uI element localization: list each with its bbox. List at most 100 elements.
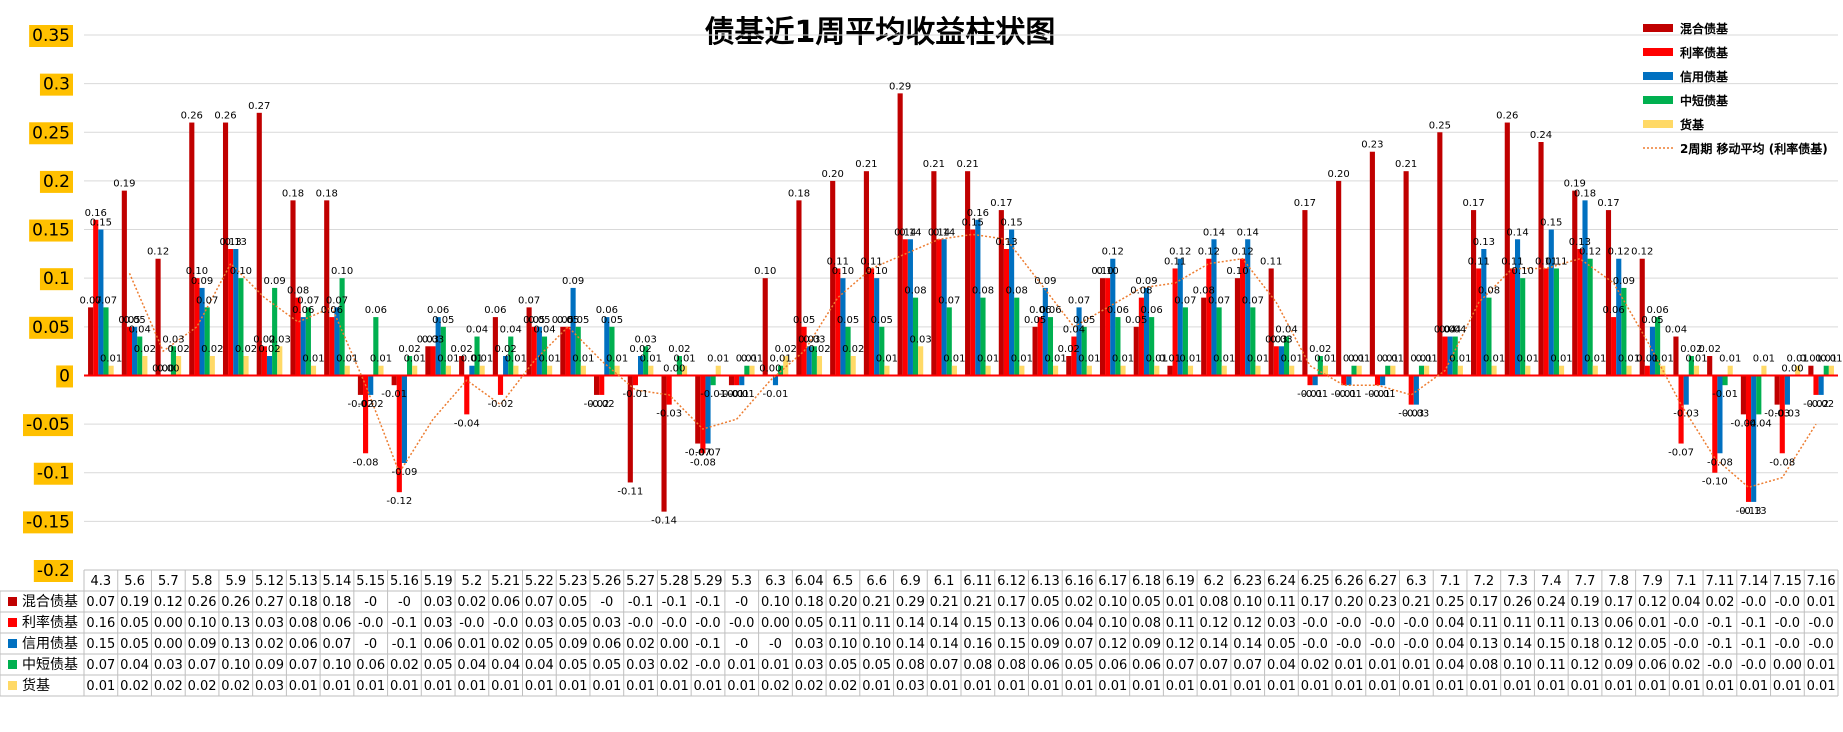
data-label: -0.01 (763, 389, 789, 400)
data-label: -0.08 (690, 457, 716, 468)
bar-货基-6.2 (1221, 365, 1227, 376)
data-label: 0.01 (1652, 354, 1674, 365)
data-label: 0.10 (1097, 266, 1119, 277)
data-label: 0.01 (1343, 354, 1365, 365)
bar-信用债基-6.2 (1211, 239, 1217, 376)
data-label: 0.00 (152, 363, 174, 374)
table-cell: 0.00 (154, 616, 183, 631)
bar-利率债基-6.24 (1273, 346, 1279, 376)
data-label: 0.11 (1501, 256, 1523, 267)
data-label: 0.01 (1146, 354, 1168, 365)
x-tick-label: 6.9 (900, 574, 921, 589)
data-label: 0.10 (230, 266, 252, 277)
table-cell: 0.01 (1031, 679, 1060, 694)
data-label: -0.11 (617, 486, 643, 497)
bar-货基-7.8 (1626, 365, 1632, 376)
data-label: -0.04 (1730, 418, 1756, 429)
bar-利率债基-6.17 (1105, 278, 1111, 376)
table-cell: 0.00 (761, 616, 790, 631)
table-cell: 0.03 (424, 616, 453, 631)
bar-信用债基-5.16 (401, 375, 408, 463)
table-cell: -0.0 (1674, 616, 1699, 631)
y-tick-label-highlight (29, 25, 73, 47)
bar-中短债基-5.9 (238, 278, 244, 376)
table-cell: 0.10 (761, 595, 790, 610)
bar-利率债基-7.16 (1813, 375, 1819, 395)
bar-中短债基-6.17 (1115, 317, 1121, 376)
table-cell: 0.01 (424, 679, 453, 694)
bar-中短债基-5.3 (744, 365, 750, 376)
data-label: 0.07 (196, 295, 218, 306)
data-label: -0.01 (1370, 389, 1396, 400)
data-label: 0.11 (827, 256, 849, 267)
x-tick-label: 5.16 (390, 574, 419, 589)
bar-信用债基-7.1 (1683, 375, 1689, 405)
bar-混合债基-6.9 (897, 93, 903, 376)
bar-利率债基-6.27 (1374, 375, 1381, 386)
bar-信用债基-6.16 (1076, 307, 1082, 376)
bar-中短债基-5.22 (541, 336, 548, 376)
table-cell: 0.02 (761, 679, 790, 694)
table-cell: 0.02 (491, 637, 520, 652)
bar-利率债基-5.3 (734, 375, 740, 386)
legend-label: 信用债基 (1680, 69, 1729, 84)
table-cell: 0.04 (491, 658, 520, 673)
bar-混合债基-5.13 (290, 200, 296, 376)
table-cell: 0.09 (1132, 637, 1161, 652)
data-label: 0.06 (484, 305, 506, 316)
table-cell: 0.02 (1672, 658, 1701, 673)
bar-信用债基-7.16 (1818, 375, 1824, 395)
table-cell: 0.02 (660, 658, 689, 673)
table-cell: 0.02 (1065, 595, 1094, 610)
table-series-name: 利率债基 (22, 614, 78, 631)
data-label: 0.02 (167, 344, 189, 355)
table-cell: -0.0 (1808, 616, 1833, 631)
table-cell: 0.01 (559, 679, 588, 694)
bar-混合债基-5.29 (695, 375, 701, 444)
bar-信用债基-7.14 (1751, 375, 1757, 502)
data-label: 0.01 (943, 354, 965, 365)
table-legend-key (8, 681, 17, 690)
data-label: 0.05 (528, 315, 550, 326)
y-tick-label: 0.35 (32, 26, 70, 46)
x-tick-label: 6.2 (1204, 574, 1225, 589)
legend-label: 2周期 移动平均 (利率债基) (1680, 141, 1828, 156)
table-cell: 0.01 (1098, 679, 1127, 694)
data-label: 0.20 (1328, 169, 1350, 180)
table-cell: -0.0 (628, 616, 653, 631)
x-tick-label: 7.2 (1473, 574, 1494, 589)
data-label: -0.04 (1746, 418, 1772, 429)
bar-混合债基-5.12 (256, 112, 262, 376)
data-label: 0.08 (1130, 286, 1152, 297)
data-label: 0.09 (264, 276, 286, 287)
data-label: 0.14 (928, 227, 950, 238)
table-cell: -0.1 (1741, 616, 1766, 631)
data-label: 0.08 (287, 286, 309, 297)
x-tick-label: 5.9 (225, 574, 246, 589)
table-cell: 0.21 (963, 595, 992, 610)
table-cell: 0.07 (86, 658, 115, 673)
bar-利率债基-5.14 (329, 317, 335, 376)
bar-混合债基-5.7 (155, 258, 161, 376)
bar-利率债基-6.19 (1172, 268, 1178, 376)
bar-中短债基-7.9 (1655, 317, 1661, 376)
table-cell: 0.10 (1233, 595, 1262, 610)
table-cell: 0.13 (1571, 616, 1600, 631)
data-label: 0.23 (1361, 140, 1383, 151)
table-cell: 0.01 (1807, 679, 1836, 694)
data-label: -0.03 (1673, 409, 1699, 420)
data-label: 0.05 (837, 315, 859, 326)
data-label: 0.01 (606, 354, 628, 365)
data-label: 0.04 (1444, 325, 1466, 336)
data-label: -0.01 (622, 389, 648, 400)
table-cell: 0.05 (559, 595, 588, 610)
bar-货基-6.24 (1289, 365, 1295, 376)
data-label: 0.01 (404, 354, 426, 365)
table-cell: 0.15 (1537, 637, 1566, 652)
bar-利率债基-6.11 (970, 229, 976, 376)
data-label: 0.07 (938, 295, 960, 306)
table-cell: 0.12 (1233, 616, 1262, 631)
data-label: 0.06 (292, 305, 314, 316)
data-label: 0.01 (572, 354, 594, 365)
bar-中短债基-5.26 (609, 326, 615, 376)
